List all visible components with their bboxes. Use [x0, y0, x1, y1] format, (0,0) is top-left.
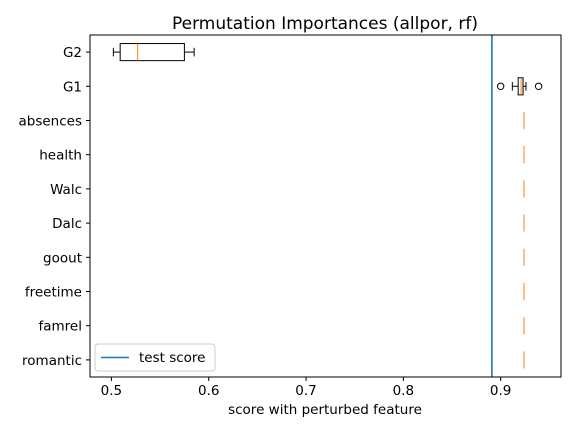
x-tick-label-2: 0.7 [295, 383, 316, 399]
x-tick-label-1: 0.6 [198, 383, 219, 399]
y-tick-label-dalc: Dalc [52, 216, 82, 232]
box-g1 [496, 77, 543, 96]
plot-marks [112, 35, 543, 377]
iqr-box-g2 [119, 43, 185, 62]
y-tick-label-g1: G1 [63, 79, 82, 95]
outlier-g1-0 [496, 82, 505, 91]
y-tick-label-freetime: freetime [25, 285, 82, 301]
y-tick-label-goout: goout [43, 250, 82, 266]
legend: test score [94, 343, 216, 372]
legend-test-score-label: test score [139, 350, 206, 366]
outlier-g1-1 [534, 82, 543, 91]
y-tick-label-absences: absences [19, 114, 83, 130]
x-axis-label: score with perturbed feature [228, 402, 422, 418]
x-tick-label-0: 0.5 [101, 383, 122, 399]
x-axis-ticks: 0.5 0.6 0.7 0.8 0.9 [101, 377, 511, 399]
y-tick-label-g2: G2 [63, 45, 82, 61]
chart-title: Permutation Importances (allpor, rf) [172, 14, 478, 34]
box-g2 [112, 43, 195, 62]
x-tick-label-4: 0.9 [490, 383, 511, 399]
y-tick-label-famrel: famrel [39, 319, 83, 335]
x-tick-label-3: 0.8 [393, 383, 414, 399]
y-axis-ticks: G2 G1 absences health Walc Dalc goout freetime f… [19, 45, 90, 369]
y-tick-label-walc: Walc [50, 182, 82, 198]
plot-frame [89, 34, 562, 378]
y-tick-label-romantic: romantic [22, 353, 82, 369]
legend-frame [94, 343, 216, 372]
y-tick-label-health: health [39, 148, 82, 164]
